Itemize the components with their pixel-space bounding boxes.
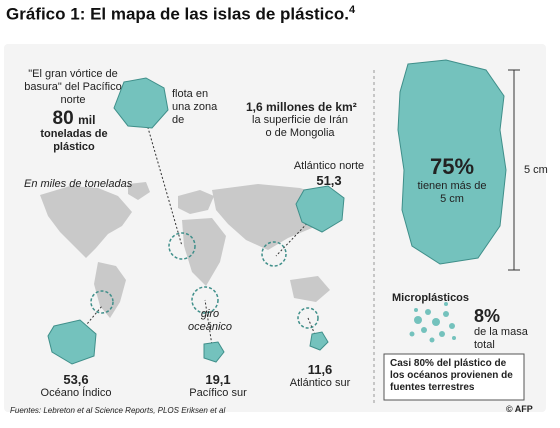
- land-note-box: [383, 353, 525, 401]
- north-pacific-amount-desc: toneladas de plástico: [40, 128, 108, 153]
- south-pacific-name: Pacífico sur: [189, 387, 247, 399]
- south-pacific-value: 19,1: [205, 372, 231, 387]
- microplastics-desc: de la masa total: [474, 326, 528, 351]
- north-pacific-amount: 80 mil: [52, 108, 96, 129]
- scale-label: 5 cm: [524, 164, 548, 176]
- island-north-atlantic: [295, 185, 345, 233]
- indian-ocean-value: 53,6: [63, 372, 89, 387]
- floats-label: flota en una zona de: [172, 88, 218, 126]
- page-title: Gráfico 1: El mapa de las islas de plást…: [6, 4, 356, 24]
- europe: [178, 190, 214, 214]
- world-map: [40, 182, 332, 318]
- gyre-markers: [90, 232, 319, 329]
- units-note: En miles de toneladas: [24, 178, 133, 190]
- north-atlantic-name: Atlántico norte: [293, 160, 365, 172]
- microplastics-title: Microplásticos: [392, 292, 470, 304]
- plastic-islands: [47, 59, 507, 365]
- sources: Fuentes: Lebreton et al Science Reports,…: [10, 406, 226, 415]
- south-atlantic-name: Atlántico sur: [289, 377, 351, 389]
- microplastic-particles: [409, 302, 456, 343]
- island-indian: [47, 319, 97, 365]
- indian-ocean-name: Océano Índico: [40, 387, 112, 399]
- greenland: [128, 182, 150, 200]
- oceanic-gyre-label: giro oceánico: [187, 308, 233, 333]
- scale-bar: [508, 69, 520, 271]
- area-value: 1,6 millones de km²: [246, 100, 357, 114]
- south-atlantic-value: 11,6: [307, 362, 333, 377]
- island-south-atlantic: [309, 331, 329, 351]
- large-pieces-desc: tienen más de 5 cm: [417, 180, 487, 205]
- land-note: Casi 80% del plástico de los océanos pro…: [390, 358, 513, 393]
- africa: [182, 218, 226, 286]
- large-pieces-percent: 75%: [429, 154, 475, 179]
- australia: [290, 276, 330, 302]
- north-america: [40, 186, 132, 258]
- island-north-pacific: [113, 77, 169, 129]
- island-south-pacific: [203, 341, 225, 363]
- microplastics-percent: 8%: [474, 306, 501, 326]
- area-compare: la superficie de Irán o de Mongolia: [252, 114, 348, 139]
- north-atlantic-value: 51,3: [316, 173, 342, 188]
- afp-logo: © AFP: [506, 404, 533, 414]
- north-pacific-name: "El gran vórtice de basura" del Pacífico…: [24, 68, 122, 106]
- island-large-75: [397, 59, 507, 265]
- south-america: [94, 262, 126, 318]
